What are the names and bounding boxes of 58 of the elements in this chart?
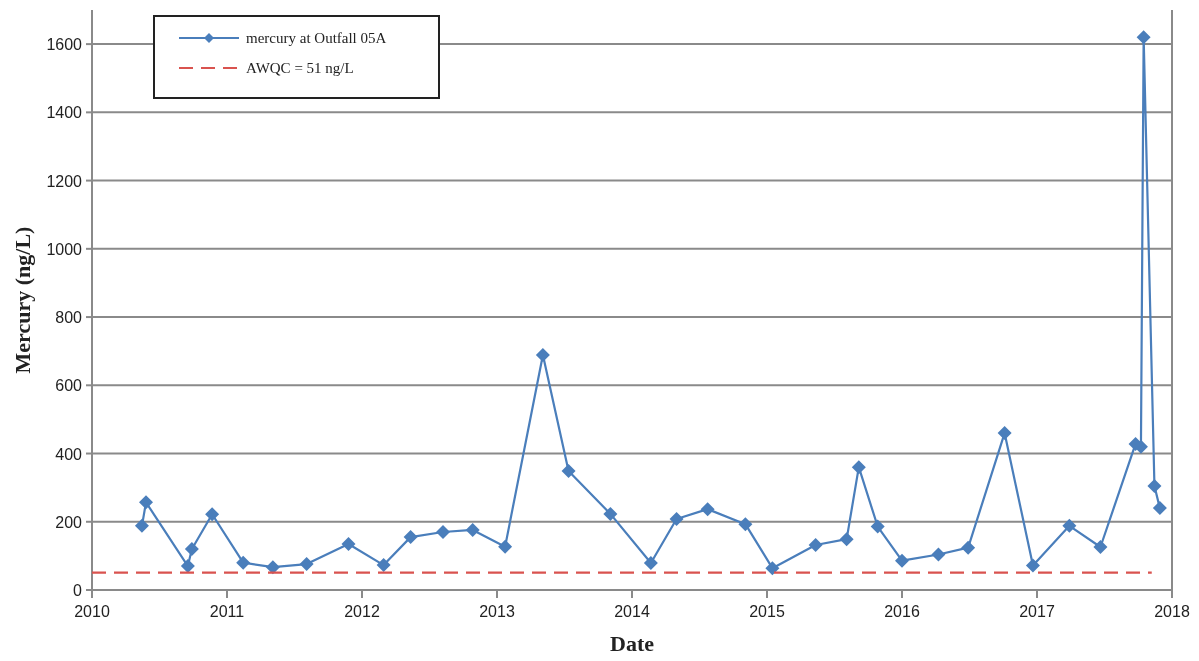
point <box>808 537 823 552</box>
x-tick-label: 2014 <box>614 603 650 620</box>
y-tick-label: 400 <box>55 445 83 463</box>
point <box>403 530 418 545</box>
x-tick-label: 2010 <box>74 603 110 620</box>
point <box>465 522 480 537</box>
point <box>738 517 753 532</box>
x-tick-label: 2015 <box>749 603 785 620</box>
y-tick-label: 1000 <box>46 240 83 258</box>
point <box>436 525 450 539</box>
y-tick-label: 0 <box>73 582 83 599</box>
point <box>643 556 658 571</box>
point <box>341 536 356 551</box>
y-tick-label: 1200 <box>46 172 83 190</box>
x-axis-title: Date <box>610 631 655 656</box>
point <box>870 519 885 534</box>
legend-label: mercury at Outfall 05A <box>246 30 387 46</box>
point <box>851 460 866 475</box>
point <box>669 512 684 527</box>
point <box>1147 478 1162 493</box>
point <box>184 542 199 557</box>
point <box>180 559 195 574</box>
point <box>236 555 251 570</box>
point <box>498 539 513 554</box>
point <box>895 553 909 568</box>
y-tick-label: 1400 <box>46 104 83 122</box>
y-axis-title: Mercury (ng/L) <box>10 226 35 374</box>
point <box>134 518 149 533</box>
point <box>561 463 576 478</box>
point <box>765 561 780 576</box>
point <box>265 560 280 575</box>
x-tick-label: 2017 <box>1019 603 1055 620</box>
x-tick-label: 2018 <box>1154 603 1190 620</box>
legend-label: AWQC = 51 ng/L <box>246 60 354 76</box>
point <box>961 540 976 555</box>
point <box>1062 518 1077 533</box>
point <box>139 495 153 510</box>
point <box>997 426 1012 441</box>
point <box>603 506 618 521</box>
y-tick-label: 200 <box>55 513 83 531</box>
point <box>700 502 715 517</box>
x-tick-label: 2012 <box>344 603 380 620</box>
point <box>299 557 314 572</box>
point <box>1093 540 1108 555</box>
point <box>1136 30 1151 45</box>
y-tick-label: 800 <box>55 309 83 327</box>
point <box>839 532 854 547</box>
point <box>1025 558 1040 573</box>
point <box>376 558 391 573</box>
point <box>205 507 220 522</box>
point <box>931 547 946 562</box>
y-tick-label: 1600 <box>46 36 83 54</box>
x-tick-label: 2013 <box>479 603 515 620</box>
x-tick-label: 2011 <box>209 603 245 620</box>
point <box>1152 501 1167 516</box>
y-tick-label: 600 <box>55 377 83 395</box>
point <box>535 347 550 362</box>
x-tick-label: 2016 <box>884 603 920 620</box>
